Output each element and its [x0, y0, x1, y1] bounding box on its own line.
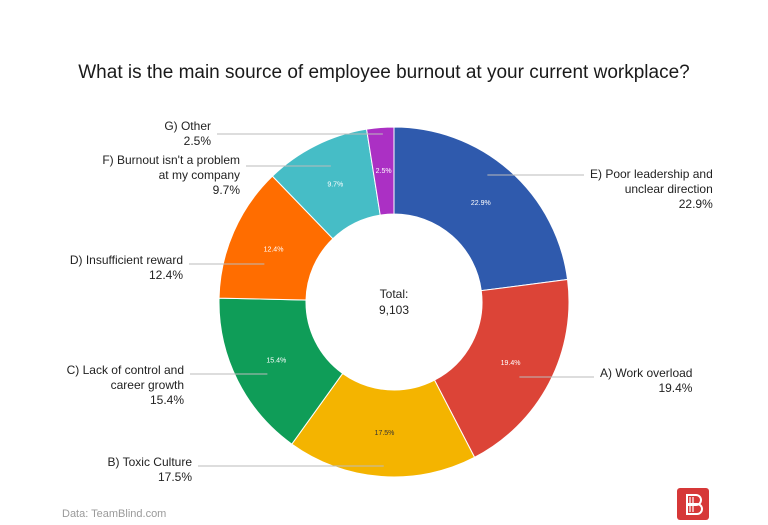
slice-callout: D) Insufficient reward 12.4%: [70, 253, 183, 283]
center-total-value: 9,103: [379, 303, 409, 317]
slice-name-label: E) Poor leadership and: [590, 167, 713, 181]
slice-name-label: unclear direction: [624, 182, 713, 196]
slice-callout: G) Other 2.5%: [164, 119, 211, 149]
slice-value-label: 12.4%: [264, 246, 284, 253]
slice-name-label: G) Other: [164, 119, 211, 133]
donut-slice: [218, 297, 344, 445]
teamblind-logo-icon: [677, 488, 709, 520]
center-total-label: Total:: [380, 287, 409, 301]
slice-value-label: 22.9%: [471, 200, 491, 207]
slice-name-label: D) Insufficient reward: [69, 253, 183, 267]
donut-slice: [433, 278, 570, 459]
donut-slice: [291, 372, 476, 478]
donut-slice: [365, 126, 395, 216]
slice-callout: C) Lack of control and career growth 15.4%: [67, 363, 184, 408]
slice-percent-label: 9.7%: [212, 183, 240, 197]
source-note: Data: TeamBlind.com: [62, 508, 167, 520]
slice-name-label: A) Work overload: [600, 366, 693, 380]
slice-percent-label: 19.4%: [658, 381, 693, 395]
slice-percent-label: 12.4%: [148, 268, 183, 282]
slice-name-label: C) Lack of control and: [66, 363, 184, 377]
slice-value-label: 17.5%: [375, 430, 395, 437]
slice-name-label: career growth: [110, 378, 184, 392]
slice-percent-label: 17.5%: [157, 470, 192, 484]
slice-value-label: 19.4%: [501, 360, 521, 367]
chart-title: What is the main source of employee burn…: [78, 62, 690, 83]
slice-percent-label: 2.5%: [183, 134, 211, 148]
slice-callout: F) Burnout isn't a problem at my company 9…: [102, 153, 240, 198]
slice-callout: E) Poor leadership and unclear direction 2…: [590, 167, 713, 212]
slice-percent-label: 15.4%: [149, 393, 184, 407]
slice-name-label: B) Toxic Culture: [107, 455, 192, 469]
donut-slice: [393, 126, 569, 292]
slice-callout: B) Toxic Culture 17.5%: [108, 455, 192, 485]
slice-value-label: 9.7%: [327, 181, 343, 188]
slice-percent-label: 22.9%: [678, 197, 713, 211]
slice-callout: A) Work overload 19.4%: [600, 366, 692, 396]
slice-name-label: F) Burnout isn't a problem: [102, 153, 240, 167]
slice-value-label: 15.4%: [266, 358, 286, 365]
slice-value-label: 2.5%: [376, 168, 392, 175]
slice-name-label: at my company: [158, 168, 240, 182]
